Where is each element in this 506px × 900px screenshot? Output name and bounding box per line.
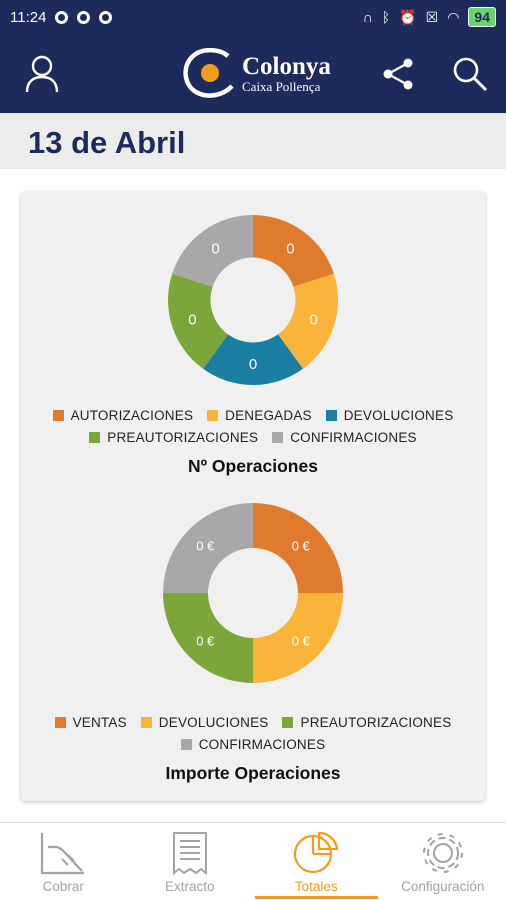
nav-extracto[interactable]: Extracto: [127, 823, 254, 900]
headset-icon: ∩: [362, 9, 373, 25]
nav-label-extracto: Extracto: [164, 879, 215, 894]
notification-icon: [77, 10, 91, 24]
operaciones-donut-chart: 0 0 0 0 0: [168, 215, 338, 385]
date-title: 13 de Abril: [28, 125, 186, 160]
gear-icon: [422, 833, 463, 873]
colonya-logo: Colonya Caixa Pollença: [182, 48, 331, 98]
cobrar-icon: [41, 833, 85, 875]
logo-title: Colonya: [242, 52, 331, 80]
bluetooth-icon: ᛒ: [381, 9, 391, 25]
legend-item[interactable]: AUTORIZACIONES: [52, 408, 194, 423]
donut-segment-ventas: [253, 503, 343, 593]
user-icon: [25, 55, 59, 92]
legend-label: DEVOLUCIONES: [158, 715, 269, 730]
donut-segment-devoluciones: [253, 593, 343, 683]
legend-label: DENEGADAS: [225, 408, 312, 423]
legend-label: CONFIRMACIONES: [290, 430, 417, 445]
donut-segment-confirmaciones: [172, 215, 253, 287]
legend-label: VENTAS: [72, 715, 127, 730]
nav-totales[interactable]: Totales: [253, 823, 380, 900]
status-left: 11:24: [10, 8, 113, 26]
nav-configuracion[interactable]: Configuración: [380, 823, 506, 900]
nav-label-configuracion: Configuración: [401, 879, 485, 894]
legend-swatch: [207, 410, 219, 421]
share-button[interactable]: [378, 54, 418, 94]
donut-label: 0 €: [292, 634, 311, 649]
legend-swatch: [180, 739, 192, 750]
legend-swatch: [325, 410, 337, 421]
importe-chart-title: Importe Operaciones: [165, 763, 341, 783]
bottom-nav: Cobrar Extracto Totales Configuración: [0, 822, 506, 900]
pie-chart-icon: [294, 831, 339, 874]
donut-label: 0: [286, 240, 294, 257]
notification-icon-2: [99, 10, 113, 24]
alarm-off-icon: ⏰: [399, 8, 417, 25]
operaciones-chart-title: Nº Operaciones: [188, 456, 318, 476]
donut-segment-preautorizaciones: [168, 273, 229, 369]
legend-swatch: [52, 410, 64, 421]
share-icon: [383, 58, 413, 89]
receipt-icon: [172, 832, 207, 875]
wifi-icon: ◠: [447, 8, 460, 25]
legend-label: AUTORIZACIONES: [70, 408, 194, 423]
legend-swatch: [89, 432, 101, 443]
legend-swatch: [54, 717, 66, 728]
status-right: ∩ ᛒ ⏰ ☒ ◠ 94: [363, 7, 496, 27]
donut-segment-confirmaciones: [163, 503, 253, 593]
donut-segment-preautorizaciones: [163, 593, 253, 683]
legend-label: CONFIRMACIONES: [198, 737, 326, 752]
search-button[interactable]: [450, 54, 490, 94]
status-time: 11:24: [10, 8, 47, 26]
user-button[interactable]: [22, 54, 62, 94]
totals-card: 0 0 0 0 0 AUTORIZACIONES DENEGADAS DEVOLUCIONE…: [21, 192, 485, 801]
legend-swatch: [272, 432, 284, 443]
legend-label: DEVOLUCIONES: [343, 408, 454, 423]
donut-label: 0: [249, 356, 257, 373]
legend-item[interactable]: VENTAS: [54, 715, 127, 730]
legend-item[interactable]: CONFIRMACIONES: [272, 430, 417, 445]
legend-item[interactable]: CONFIRMACIONES: [180, 737, 326, 752]
app-header: Colonya Caixa Pollença: [0, 34, 506, 113]
legend-label: PREAUTORIZACIONES: [300, 715, 452, 730]
legend-item[interactable]: DEVOLUCIONES: [325, 408, 454, 423]
legend-swatch: [140, 717, 152, 728]
donut-label: 0: [188, 312, 196, 329]
legend-item[interactable]: PREAUTORIZACIONES: [89, 430, 258, 445]
donut-segment-denegadas: [277, 273, 338, 369]
legend-item[interactable]: DEVOLUCIONES: [140, 715, 269, 730]
spotify-icon: [55, 10, 69, 24]
date-band: 13 de Abril: [0, 113, 506, 169]
nav-cobrar[interactable]: Cobrar: [0, 823, 127, 900]
search-icon: [453, 57, 488, 91]
sim-off-icon: ☒: [425, 8, 439, 25]
legend-item[interactable]: PREAUTORIZACIONES: [282, 715, 451, 730]
donut-segment-autorizaciones: [253, 215, 334, 287]
donut-label: 0: [309, 312, 317, 329]
nav-label-totales: Totales: [294, 879, 338, 894]
legend-label: PREAUTORIZACIONES: [107, 430, 259, 445]
donut-segment-devoluciones: [203, 334, 303, 385]
donut-label: 0 €: [196, 538, 215, 553]
logo-mark-icon: [183, 48, 234, 98]
operaciones-legend: AUTORIZACIONES DENEGADAS DEVOLUCIONES PREAU…: [21, 408, 485, 452]
logo-subtitle: Caixa Pollença: [242, 78, 321, 94]
donut-label: 0 €: [196, 634, 215, 649]
importe-donut-chart: 0 € 0 € 0 € 0 €: [163, 503, 343, 683]
importe-legend: VENTAS DEVOLUCIONES PREAUTORIZACIONES CONFI…: [21, 715, 485, 759]
battery-indicator: 94: [468, 7, 496, 27]
status-bar: 11:24 ∩ ᛒ ⏰ ☒ ◠ 94: [0, 0, 506, 34]
donut-label: 0: [211, 240, 219, 257]
donut-label: 0 €: [292, 538, 311, 553]
nav-label-cobrar: Cobrar: [42, 879, 84, 894]
legend-item[interactable]: DENEGADAS: [207, 408, 312, 423]
legend-swatch: [282, 717, 294, 728]
